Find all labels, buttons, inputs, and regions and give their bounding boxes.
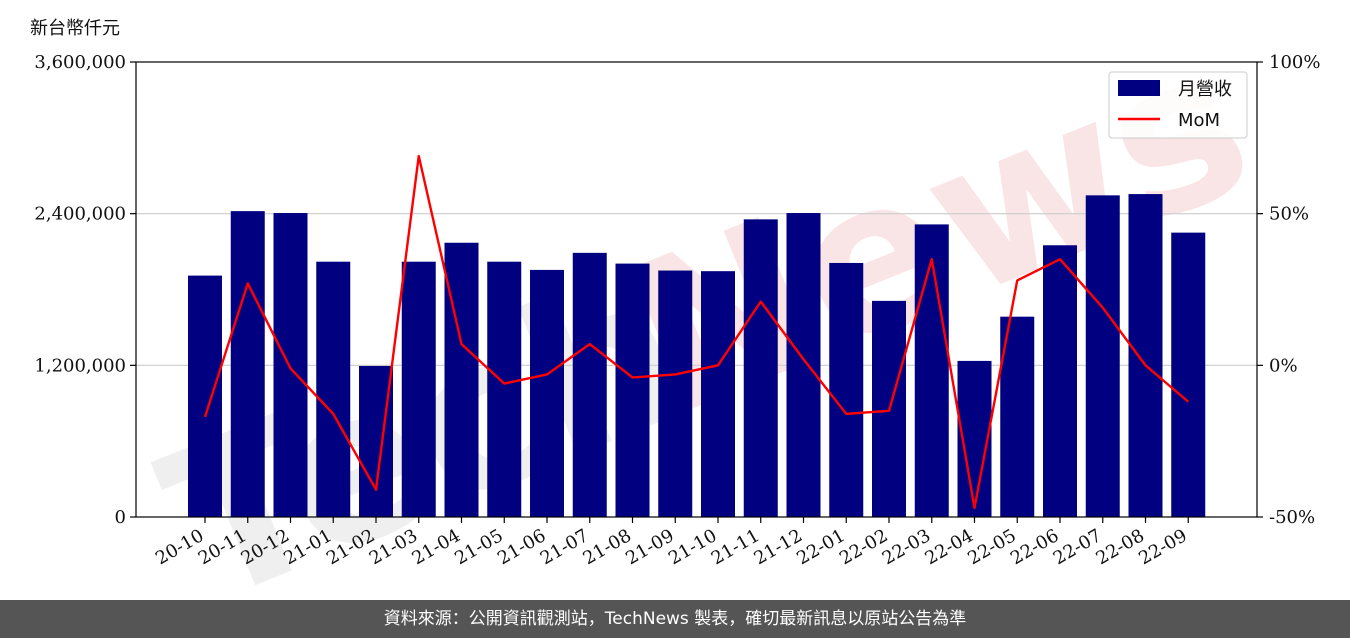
bar-21-02 [359,365,393,517]
y-right-tick-label: 50% [1269,204,1309,225]
y-left-tick-label: 1,200,000 [34,355,126,376]
x-tick-label: 21-10 [665,525,720,569]
bar-21-03 [401,261,436,517]
bar-22-09 [1171,232,1206,517]
x-tick-label: 21-12 [751,525,806,569]
legend-label-revenue: 月營收 [1178,79,1232,100]
mom-line [203,154,1190,510]
y-left-tick-label: 0 [115,507,126,528]
footer-source-note: 資料來源：公開資訊觀測站，TechNews 製表，確切最新訊息以原站公告為準 [0,600,1350,638]
bar-21-06 [530,269,564,517]
bar-21-05 [487,261,522,517]
x-tick-label: 22-05 [964,525,1019,569]
x-tick-label: 21-07 [537,525,592,569]
x-tick-label: 22-07 [1050,525,1105,569]
x-tick-label: 22-01 [793,525,848,569]
legend-swatch-bar [1118,80,1160,96]
y-left-tick-label: 2,400,000 [34,204,126,225]
bar-20-11 [230,211,265,517]
x-tick-label: 22-04 [922,525,977,569]
bar-20-12 [273,213,308,517]
y-right-tick-label: -50% [1269,507,1315,528]
bar-20-10 [188,275,222,517]
y-right-tick-label: 100% [1269,52,1320,73]
x-tick-label: 22-06 [1007,525,1062,569]
bar-21-01 [316,261,351,517]
bar-21-07 [572,252,607,517]
plot-frame [135,61,1258,518]
bar-21-08 [615,263,650,517]
x-tick-label: 22-02 [836,525,891,569]
bar-21-11 [743,219,778,517]
bar-22-06 [1043,245,1077,517]
y-axis-unit-label: 新台幣仟元 [30,18,120,39]
x-tick-label: 21-11 [708,525,763,569]
bar-22-03 [914,224,949,517]
bar-21-09 [658,270,693,517]
legend-label-mom: MoM [1178,110,1220,131]
bar-22-01 [829,262,864,517]
x-tick-label: 22-08 [1093,525,1148,569]
x-tick-label: 22-03 [879,525,934,569]
bar-22-05 [1000,316,1035,517]
bar-21-10 [701,271,735,517]
bar-22-08 [1128,194,1163,517]
bar-22-07 [1085,195,1120,517]
legend: 月營收 MoM [1108,71,1248,139]
y-right-tick-label: 0% [1269,355,1298,376]
bar-21-12 [786,213,821,517]
x-tick-label: 22-09 [1135,525,1190,569]
x-tick-label: 21-08 [580,525,635,569]
y-left-tick-label: 3,600,000 [34,52,126,73]
x-tick-label: 21-09 [622,525,677,569]
bar-21-04 [444,242,479,517]
chart-canvas: TechNews01,200,0002,400,0003,600,000-50%… [34,0,1320,600]
